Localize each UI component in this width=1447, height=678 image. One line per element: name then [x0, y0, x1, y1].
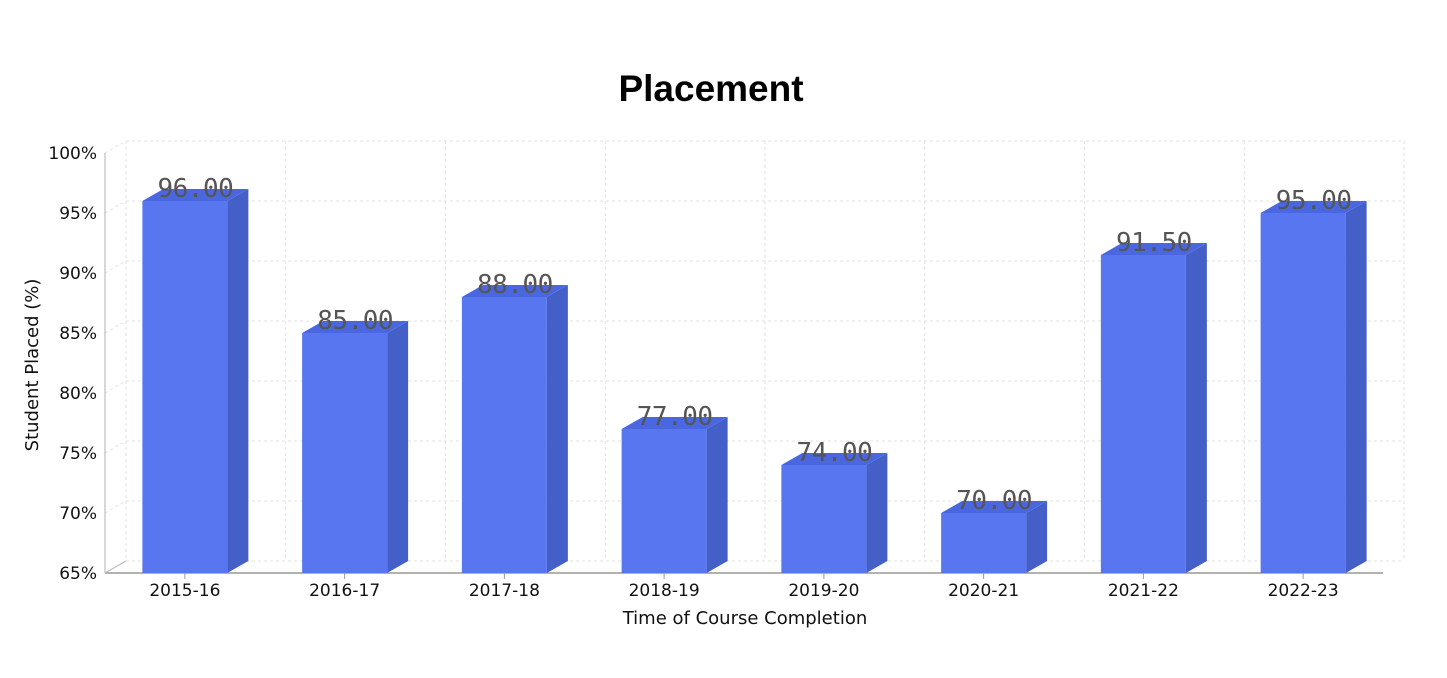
bar — [142, 189, 249, 573]
x-tick-label: 2016-17 — [309, 581, 380, 601]
grid-depth-line — [104, 500, 127, 514]
x-axis-label: Time of Course Completion — [622, 608, 868, 629]
data-label: 88.00 — [477, 270, 553, 300]
x-tick-label: 2017-18 — [469, 581, 540, 601]
data-label: 95.00 — [1276, 186, 1352, 216]
data-label: 70.00 — [956, 486, 1032, 516]
bar-top — [302, 321, 409, 333]
bar-top — [1100, 243, 1207, 255]
y-tick-label: 70% — [59, 504, 97, 524]
bar-top — [142, 189, 249, 201]
data-label: 74.00 — [796, 438, 872, 468]
bar — [781, 453, 888, 573]
bar-side — [546, 285, 568, 573]
x-tick-label: 2015-16 — [149, 581, 220, 601]
bar-top — [1260, 201, 1367, 213]
bar-side — [706, 417, 728, 573]
bar-front — [1100, 255, 1186, 573]
bar-side — [387, 321, 409, 573]
axis-depth-line — [104, 560, 127, 574]
data-label: 77.00 — [637, 402, 713, 432]
grid-depth-line — [104, 260, 127, 274]
chart-title: Placement — [618, 68, 803, 109]
x-tick-label: 2020-21 — [948, 581, 1019, 601]
grid-depth-line — [104, 140, 127, 154]
bar-top — [461, 285, 568, 297]
bar-top — [781, 453, 888, 465]
bar-front — [461, 297, 547, 573]
bar-side — [1345, 201, 1367, 573]
y-tick-label: 75% — [59, 444, 97, 464]
bar — [1260, 201, 1367, 573]
y-tick-label: 95% — [59, 204, 97, 224]
x-tick-label: 2021-22 — [1108, 581, 1179, 601]
y-tick-label: 90% — [59, 264, 97, 284]
bar-front — [621, 429, 707, 573]
grid-depth-line — [104, 320, 127, 334]
bar-side — [1185, 243, 1207, 573]
bar-side — [866, 453, 888, 573]
grid-lines — [104, 140, 1405, 574]
x-tick-label: 2018-19 — [629, 581, 700, 601]
x-tick-label: 2019-20 — [788, 581, 859, 601]
data-label: 91.50 — [1116, 228, 1192, 258]
bar-front — [1260, 213, 1346, 573]
bar — [302, 321, 409, 573]
y-tick-label: 85% — [59, 324, 97, 344]
bars — [142, 189, 1367, 573]
bar-front — [142, 201, 228, 573]
bar — [621, 417, 728, 573]
grid-depth-line — [104, 380, 127, 394]
y-axis-label: Student Placed (%) — [22, 279, 43, 452]
y-axis-ticks: 65% 70% 75% 80% 85% 90% 95% 100% — [48, 144, 97, 584]
value-labels: 96.00 85.00 88.00 77.00 74.00 70.00 91.50 95.00 — [157, 174, 1352, 516]
x-axis-ticks: 2015-16 2016-17 2017-18 2018-19 2019-20 2020-… — [149, 573, 1339, 601]
bar-top — [941, 501, 1048, 513]
bar-front — [302, 333, 388, 573]
grid-depth-line — [104, 440, 127, 454]
data-label: 96.00 — [157, 174, 233, 204]
bar — [1100, 243, 1207, 573]
x-tick-label: 2022-23 — [1268, 581, 1339, 601]
y-tick-label: 100% — [48, 144, 97, 164]
bar-side — [1026, 501, 1048, 573]
bar-side — [227, 189, 249, 573]
y-tick-label: 65% — [59, 564, 97, 584]
data-label: 85.00 — [317, 306, 393, 336]
y-tick-label: 80% — [59, 384, 97, 404]
bar — [941, 501, 1048, 573]
bar-front — [941, 513, 1027, 573]
bar-top — [621, 417, 728, 429]
bar — [461, 285, 568, 573]
grid-depth-line — [104, 200, 127, 214]
bar-front — [781, 465, 867, 573]
